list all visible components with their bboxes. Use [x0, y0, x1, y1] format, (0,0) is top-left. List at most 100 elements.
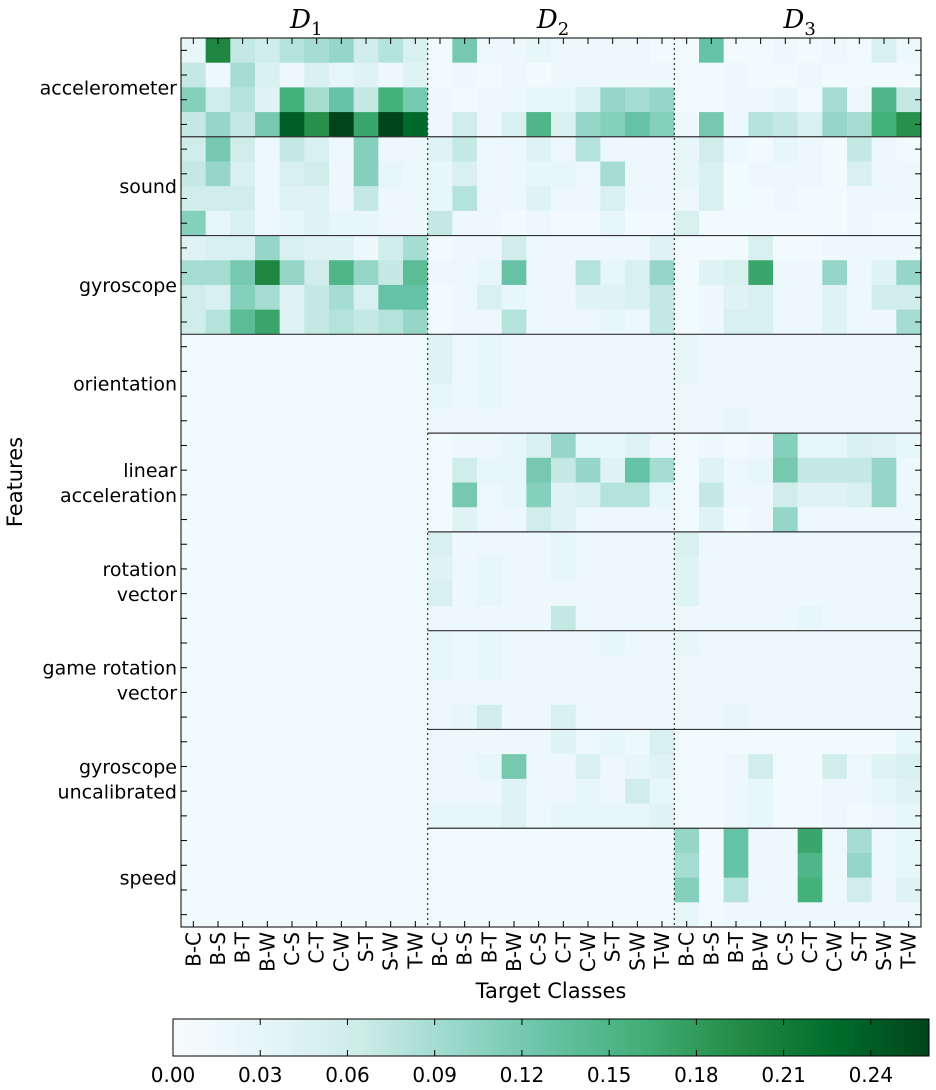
heatmap-cell [723, 334, 749, 360]
heatmap-cell [600, 655, 626, 681]
heatmap-cell [699, 531, 725, 558]
heatmap-cell [230, 161, 256, 187]
heatmap-cell [403, 112, 429, 138]
heatmap-cell [847, 507, 873, 533]
heatmap-cell [304, 309, 330, 335]
heatmap-cell [600, 186, 626, 212]
heatmap-cell [329, 161, 355, 187]
heatmap-cell [230, 556, 256, 582]
heatmap-cell [871, 408, 897, 434]
heatmap-cell [871, 112, 897, 138]
heatmap-cell [501, 482, 527, 508]
heatmap-cell [255, 136, 281, 162]
heatmap-cell [723, 433, 749, 459]
heatmap-cell [279, 630, 305, 656]
x-tick-label: C-W [329, 932, 353, 972]
heatmap-cell [477, 556, 503, 582]
heatmap-cell [526, 136, 552, 162]
heatmap-cell [452, 507, 478, 533]
x-tick-label: B-W [749, 932, 773, 972]
heatmap-cell [403, 729, 429, 755]
heatmap-cell [205, 359, 231, 385]
heatmap-cell [649, 87, 675, 113]
heatmap-cell [551, 235, 577, 261]
heatmap-cell [575, 828, 601, 854]
heatmap-cell [378, 680, 404, 706]
heatmap-cell [279, 235, 305, 261]
heatmap-cell [649, 729, 675, 755]
heatmap-cell [773, 457, 799, 483]
heatmap-cell [748, 531, 774, 558]
heatmap-cell [822, 457, 848, 483]
heatmap-cell [822, 556, 848, 582]
heatmap-cell [353, 309, 379, 335]
x-tick-label: B-C [675, 932, 699, 967]
heatmap-cell [871, 433, 897, 459]
heatmap-cell [723, 581, 749, 607]
heatmap-cell [723, 680, 749, 706]
heatmap-cell [329, 136, 355, 162]
heatmap-cell [403, 186, 429, 212]
heatmap-cell [871, 828, 897, 854]
heatmap-cell [255, 605, 281, 632]
heatmap-cell [600, 433, 626, 459]
heatmap-cell [625, 433, 651, 459]
heatmap-cell [674, 383, 700, 409]
heatmap-cell [403, 852, 429, 879]
heatmap-cell [452, 531, 478, 558]
heatmap-cell [600, 507, 626, 533]
heatmap-cell [501, 383, 527, 409]
heatmap-cell [329, 852, 355, 879]
heatmap-cell [304, 605, 330, 632]
heatmap-cell [329, 87, 355, 113]
heatmap-cell [847, 457, 873, 483]
colorbar-tick-label: 0.00 [151, 1063, 196, 1087]
x-tick-label: C-W [576, 932, 600, 972]
heatmap-cell [575, 556, 601, 582]
heatmap-cell [279, 136, 305, 162]
heatmap-cell [723, 778, 749, 805]
heatmap-cell [205, 433, 231, 459]
heatmap-cell [748, 408, 774, 434]
heatmap-cell [797, 655, 823, 681]
heatmap-cell [625, 383, 651, 409]
heatmap-cell [526, 507, 552, 533]
heatmap-cells [181, 38, 922, 928]
heatmap-cell [748, 778, 774, 805]
heatmap-cell [773, 284, 799, 311]
heatmap-cell [773, 778, 799, 805]
heatmap-cell [723, 556, 749, 582]
heatmap-cell [378, 383, 404, 409]
heatmap-cell [403, 457, 429, 483]
heatmap-cell [353, 803, 379, 829]
heatmap-cell [822, 778, 848, 805]
heatmap-cell [748, 605, 774, 632]
heatmap-cell [674, 334, 700, 360]
heatmap-cell [871, 630, 897, 656]
heatmap-cell [427, 556, 453, 582]
heatmap-cell [797, 556, 823, 582]
heatmap-cell [279, 828, 305, 854]
heatmap-cell [205, 408, 231, 434]
heatmap-cell [674, 704, 700, 730]
heatmap-cell [452, 482, 478, 508]
heatmap-cell [600, 778, 626, 805]
heatmap-cell [625, 655, 651, 681]
heatmap-cell [279, 383, 305, 409]
heatmap-cell [501, 556, 527, 582]
heatmap-cell [205, 334, 231, 360]
colorbar-gradient [172, 1018, 930, 1057]
heatmap-cell [353, 704, 379, 730]
heatmap-cell [723, 877, 749, 903]
heatmap-cell [871, 284, 897, 311]
heatmap-cell [871, 655, 897, 681]
heatmap-cell [452, 704, 478, 730]
heatmap-cell [773, 334, 799, 360]
heatmap-cell [699, 680, 725, 706]
heatmap-cell [255, 655, 281, 681]
heatmap-cell [649, 605, 675, 632]
axis-labels: D1 D2 D3B-C B-S B-T B-W C-S C-T C-W S-T S-W T-W B-C B… [40, 5, 921, 972]
heatmap-cell [452, 383, 478, 409]
heatmap-cell [353, 186, 379, 212]
heatmap-cell [452, 136, 478, 162]
